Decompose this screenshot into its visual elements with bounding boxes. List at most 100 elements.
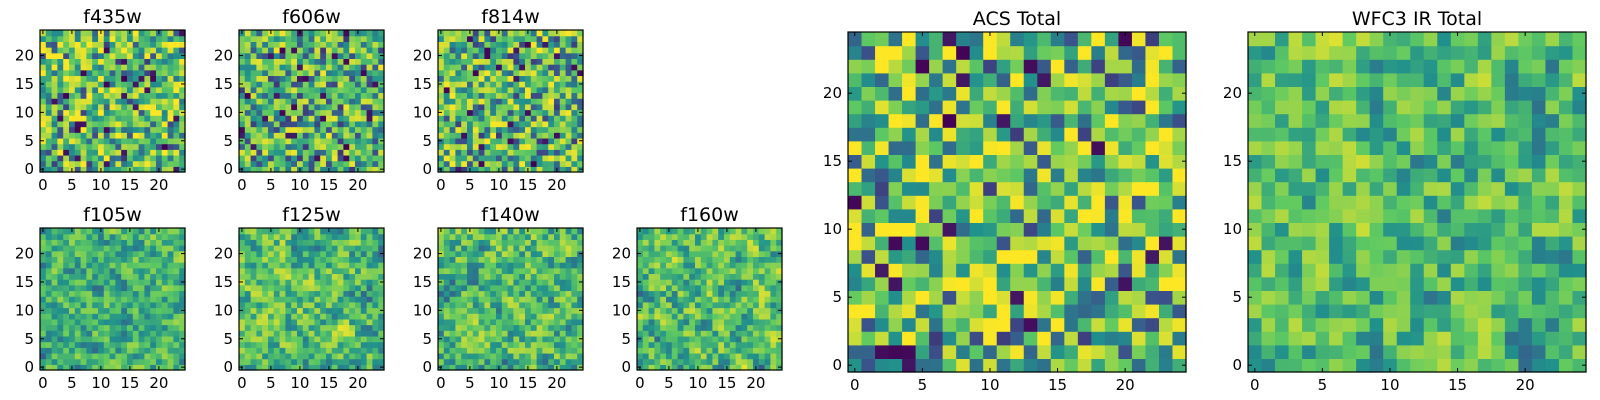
heatmap-cell bbox=[92, 69, 99, 77]
heatmap-cell bbox=[666, 262, 673, 269]
heatmap-cell bbox=[861, 304, 876, 319]
heatmap-cell bbox=[63, 30, 70, 37]
heatmap-cell bbox=[467, 279, 474, 286]
heatmap-cell bbox=[127, 103, 134, 111]
heatmap-cell bbox=[642, 290, 650, 297]
heatmap-cell bbox=[308, 98, 315, 105]
heatmap-cell bbox=[343, 30, 350, 37]
heatmap-cell bbox=[127, 284, 134, 292]
heatmap-cell bbox=[273, 64, 281, 71]
heatmap-cell bbox=[758, 296, 766, 303]
heatmap-cell bbox=[449, 92, 456, 99]
heatmap-cell bbox=[80, 358, 87, 365]
heatmap-cell bbox=[331, 154, 339, 162]
heatmap-cell bbox=[496, 267, 503, 275]
heatmap-cell bbox=[764, 318, 771, 326]
heatmap-cell bbox=[378, 154, 385, 162]
heatmap-cell bbox=[706, 228, 713, 235]
heatmap-cell bbox=[161, 132, 169, 139]
heatmap-cell bbox=[654, 335, 661, 343]
heatmap-cell bbox=[461, 52, 468, 59]
heatmap-cell bbox=[571, 81, 578, 88]
y-tick-label: 5 bbox=[223, 330, 233, 348]
heatmap-cell bbox=[320, 262, 327, 269]
heatmap-cell bbox=[443, 166, 451, 173]
heatmap-cell bbox=[40, 284, 47, 292]
heatmap-cell bbox=[156, 64, 163, 71]
heatmap-cell bbox=[250, 132, 257, 139]
heatmap-cell bbox=[372, 149, 379, 156]
heatmap-cell bbox=[559, 239, 567, 246]
heatmap-cell bbox=[501, 324, 509, 331]
heatmap-cell bbox=[548, 160, 555, 167]
heatmap-cell bbox=[530, 69, 538, 77]
heatmap-cell bbox=[1064, 236, 1079, 251]
heatmap-cell bbox=[244, 358, 252, 365]
heatmap-cell bbox=[902, 331, 917, 346]
heatmap-cell bbox=[173, 301, 180, 309]
heatmap-cell bbox=[239, 149, 246, 156]
heatmap-cell bbox=[637, 341, 644, 348]
heatmap-cell bbox=[285, 132, 292, 139]
heatmap-cell bbox=[74, 132, 82, 139]
heatmap-cell bbox=[530, 166, 538, 173]
heatmap-cell bbox=[173, 30, 180, 37]
heatmap-cell bbox=[291, 313, 298, 320]
heatmap-cell bbox=[496, 132, 503, 139]
heatmap-cell bbox=[268, 81, 275, 88]
heatmap-cell bbox=[115, 64, 122, 71]
heatmap-cell bbox=[1064, 208, 1079, 223]
heatmap-cell bbox=[291, 358, 298, 365]
heatmap-cell bbox=[548, 335, 555, 343]
heatmap-cell bbox=[554, 279, 561, 286]
heatmap-cell bbox=[764, 284, 771, 292]
heatmap-cell bbox=[942, 263, 957, 278]
heatmap-cell bbox=[507, 86, 514, 94]
heatmap-cell bbox=[559, 160, 567, 167]
heatmap-cell bbox=[478, 262, 485, 269]
heatmap-cell bbox=[577, 313, 584, 320]
heatmap-cell bbox=[291, 273, 298, 280]
heatmap-cell bbox=[490, 98, 497, 105]
heatmap-cell bbox=[256, 41, 263, 48]
heatmap-cell bbox=[279, 284, 286, 292]
heatmap-cell bbox=[302, 358, 310, 365]
heatmap-cell bbox=[63, 335, 70, 343]
heatmap-cell bbox=[443, 41, 451, 48]
heatmap-cell bbox=[57, 296, 64, 303]
heatmap-cell bbox=[103, 149, 111, 156]
heatmap-cell bbox=[63, 290, 70, 297]
heatmap-cell bbox=[109, 307, 116, 314]
heatmap-cell bbox=[355, 307, 362, 314]
heatmap-cell bbox=[343, 318, 350, 326]
heatmap-cell bbox=[461, 290, 468, 297]
heatmap-cell bbox=[496, 307, 503, 314]
heatmap-cell bbox=[173, 132, 180, 139]
heatmap-cell bbox=[40, 330, 47, 337]
heatmap-cell bbox=[132, 64, 140, 71]
heatmap-cell bbox=[262, 30, 269, 37]
heatmap-cell bbox=[758, 307, 766, 314]
heatmap-cell bbox=[554, 324, 561, 331]
heatmap-cell bbox=[262, 120, 269, 128]
heatmap-cell bbox=[536, 233, 543, 240]
heatmap-cell bbox=[449, 69, 456, 77]
heatmap-cell bbox=[478, 279, 485, 286]
heatmap-cell bbox=[156, 296, 163, 303]
heatmap-cell bbox=[331, 86, 339, 94]
heatmap-cell bbox=[660, 262, 667, 269]
heatmap-cell bbox=[63, 69, 70, 77]
heatmap-cell bbox=[929, 331, 944, 346]
heatmap-cell bbox=[291, 154, 298, 162]
heatmap-cell bbox=[741, 364, 748, 371]
heatmap-cell bbox=[372, 81, 379, 88]
heatmap-cell bbox=[706, 250, 713, 257]
heatmap-cell bbox=[57, 256, 64, 263]
heatmap-cell bbox=[355, 126, 362, 133]
heatmap-cell bbox=[642, 262, 650, 269]
heatmap-cell bbox=[360, 273, 368, 280]
heatmap-cell bbox=[349, 143, 356, 150]
heatmap-cell bbox=[256, 335, 263, 343]
heatmap-cell bbox=[320, 256, 327, 263]
